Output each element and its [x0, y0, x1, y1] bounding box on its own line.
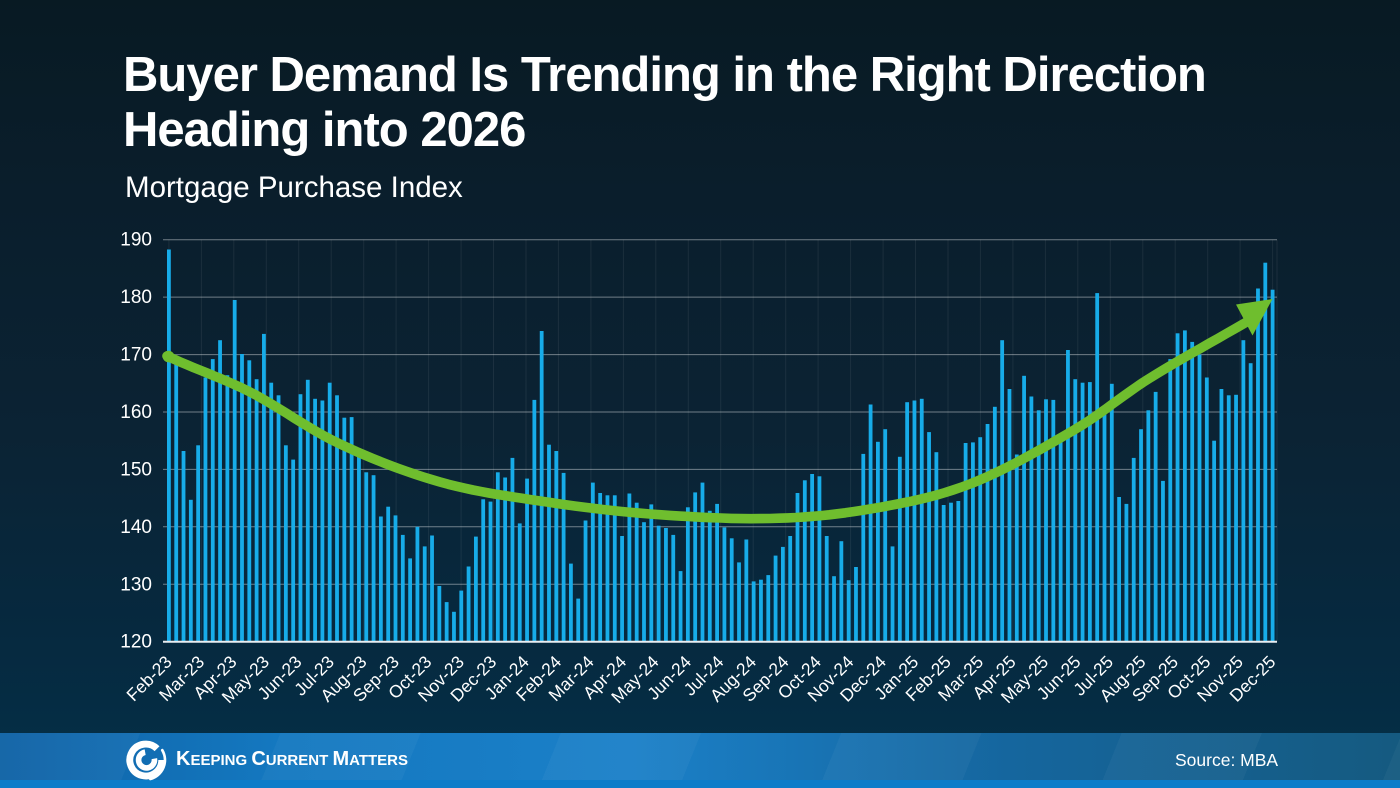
svg-text:190: 190 — [120, 230, 152, 251]
svg-text:170: 170 — [120, 345, 152, 366]
svg-text:120: 120 — [120, 632, 152, 653]
svg-text:180: 180 — [120, 287, 152, 308]
svg-text:160: 160 — [120, 402, 152, 423]
svg-text:130: 130 — [120, 574, 152, 595]
svg-text:150: 150 — [120, 459, 152, 480]
svg-text:140: 140 — [120, 517, 152, 538]
